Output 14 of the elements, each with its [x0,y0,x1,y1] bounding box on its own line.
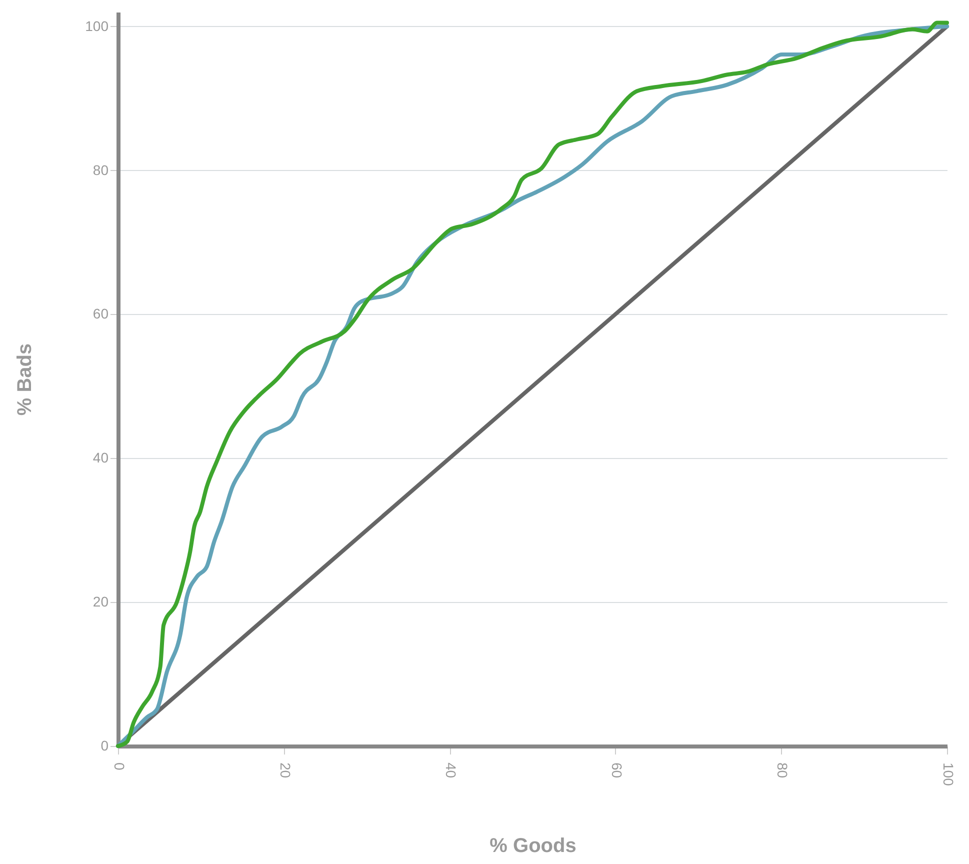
y-tick-label: 40 [92,450,109,466]
x-tick-label: 60 [608,762,625,778]
x-tick-label: 20 [277,762,294,778]
y-axis-title: % Bads [14,343,36,416]
y-tick-label: 60 [92,306,109,322]
x-tick-label: 40 [443,762,460,778]
x-tick-label: 100 [940,762,956,786]
y-tick-label: 20 [92,594,109,610]
y-tick-label: 100 [85,18,109,34]
x-tick-label: 80 [774,762,791,778]
y-tick-label: 0 [100,738,109,754]
x-tick-label: 0 [112,762,128,770]
y-tick-label: 80 [92,162,109,178]
x-axis-title: % Goods [490,834,576,857]
